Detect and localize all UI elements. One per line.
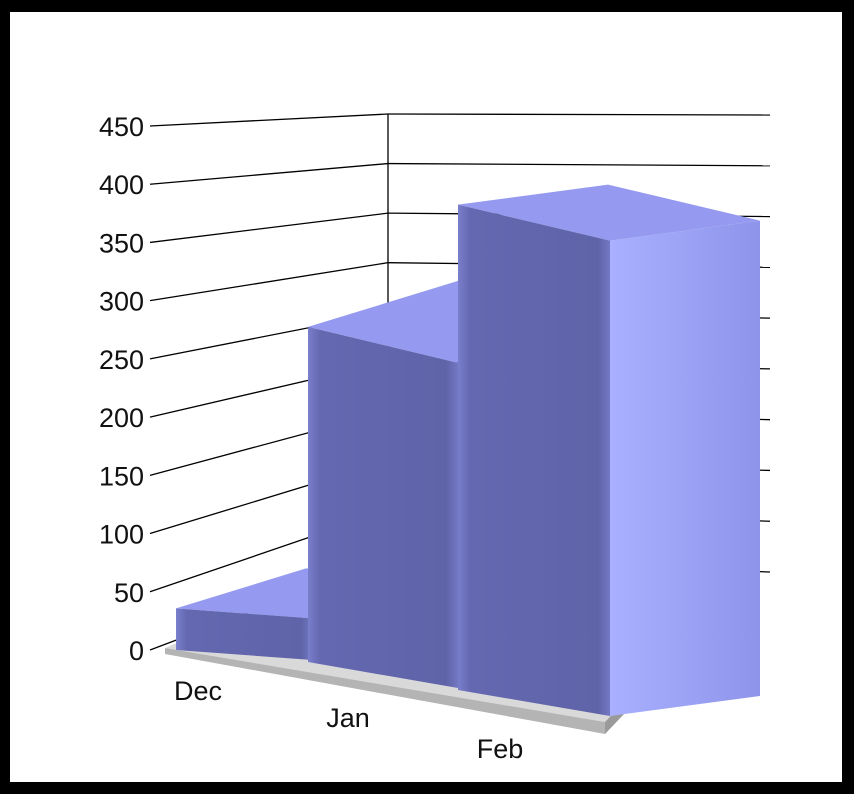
bar-feb-front <box>458 204 610 716</box>
gridline-left <box>149 262 389 302</box>
gridline-left <box>149 113 389 127</box>
floor-edge-front <box>165 648 605 734</box>
bars <box>176 184 760 716</box>
y-tick-label: 450 <box>99 112 144 142</box>
bar-feb <box>458 184 760 716</box>
y-tick-label: 250 <box>99 345 144 375</box>
y-tick-label: 150 <box>99 461 144 491</box>
gridline-left <box>149 162 389 185</box>
y-tick-label: 50 <box>114 578 144 608</box>
y-tick-label: 200 <box>99 403 144 433</box>
y-tick-label: 0 <box>129 636 144 666</box>
bar-feb-side <box>610 220 760 716</box>
labels: 0 50 100 150 200 250 300 350 400 450 Dec Jan Feb <box>99 112 523 764</box>
y-tick-label: 350 <box>99 228 144 258</box>
y-tick-label: 300 <box>99 287 144 317</box>
bar-feb-top <box>458 184 760 241</box>
gridline-back <box>387 162 771 167</box>
gridline-back <box>387 113 771 116</box>
chart-frame: 0 50 100 150 200 250 300 350 400 450 Dec Jan Feb <box>10 12 842 782</box>
y-tick-label: 100 <box>99 520 144 550</box>
x-tick-label-jan: Jan <box>326 703 370 733</box>
gridline-left <box>149 212 389 244</box>
bar-chart-3d: 0 50 100 150 200 250 300 350 400 450 Dec Jan Feb <box>99 112 771 764</box>
bar-dec-front <box>176 608 312 660</box>
x-tick-label-feb: Feb <box>477 734 524 764</box>
y-tick-label: 400 <box>99 170 144 200</box>
bar-jan-front <box>308 326 458 688</box>
x-tick-label-dec: Dec <box>174 676 222 706</box>
